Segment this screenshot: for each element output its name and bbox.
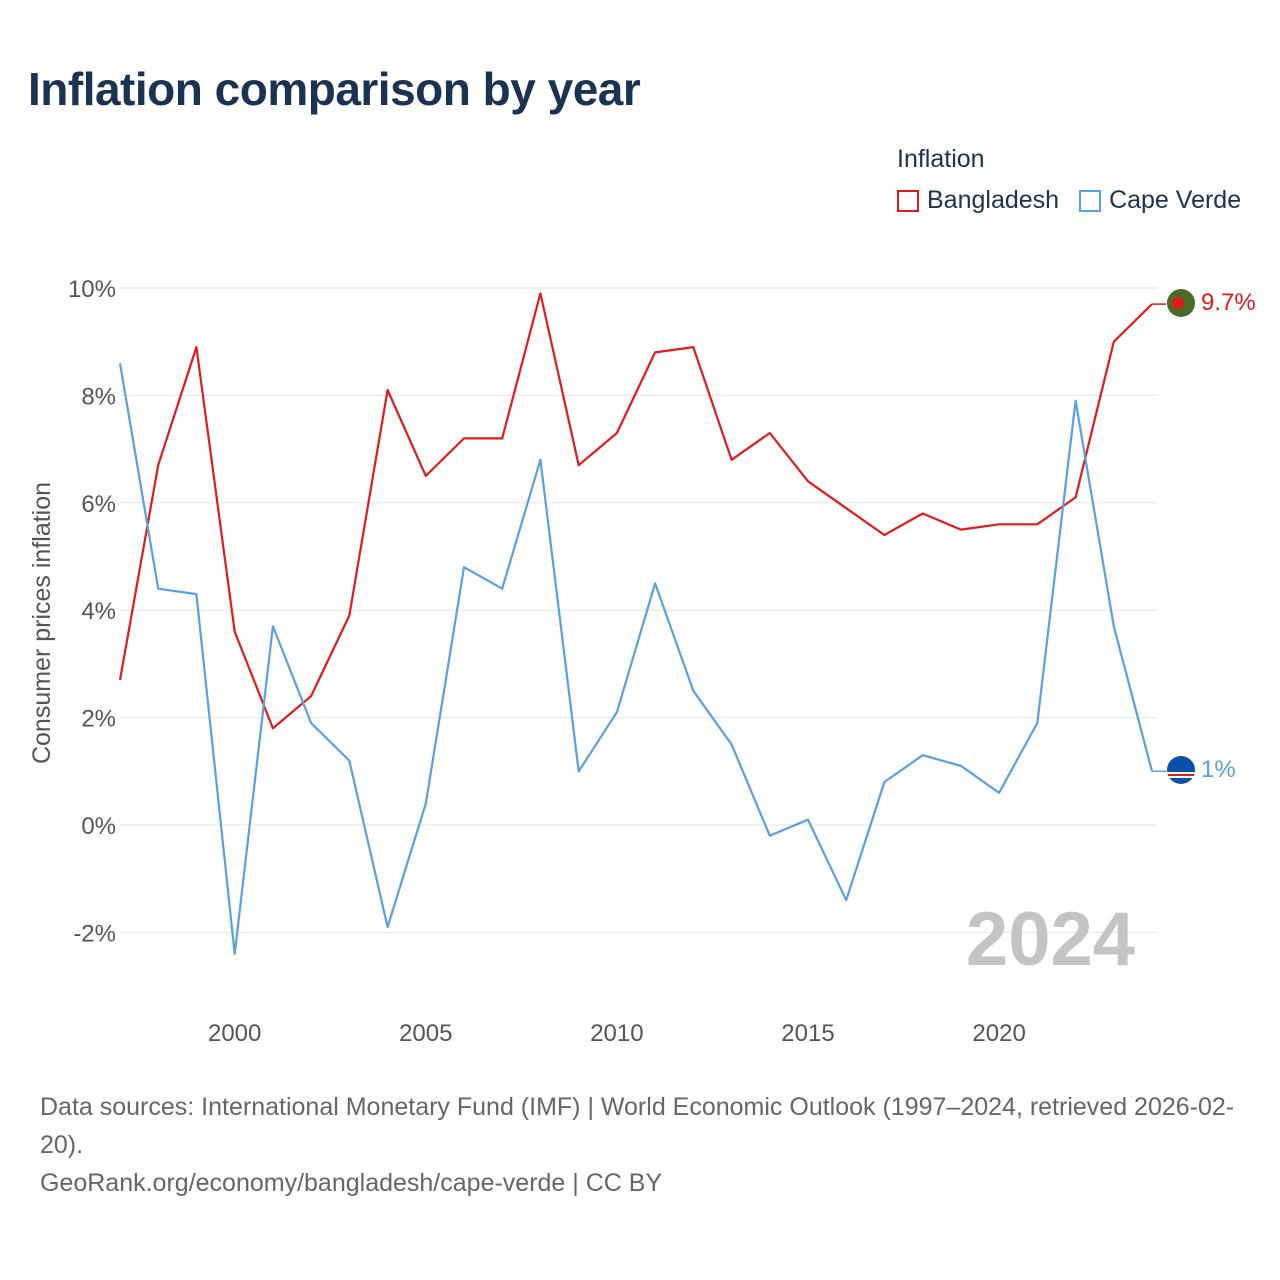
y-tick-label: 2% [81,706,116,733]
y-axis-label: Consumer prices inflation [28,482,56,764]
x-tick-label: 2015 [781,1020,834,1047]
series-line-cape-verde [118,363,1154,956]
x-tick-label: 2010 [590,1020,643,1047]
footer: Data sources: International Monetary Fun… [40,1088,1250,1202]
series-lines [118,292,1166,956]
y-tick-label: 4% [81,598,116,625]
x-tick-label: 2000 [208,1020,261,1047]
grid-lines [120,287,1157,933]
series-line-bangladesh [118,292,1153,730]
y-tick-label: 10% [68,276,116,303]
chart-title: Inflation comparison by year [28,63,641,115]
x-tick-label: 2005 [399,1020,452,1047]
cape-verde-end-label: 1% [1201,756,1236,783]
legend-item-cape-verde[interactable]: Cape Verde [1079,186,1241,215]
cape-verde-flag-icon [1167,756,1195,784]
y-tick-label: 8% [81,383,116,410]
legend-swatch-cape-verde [1079,189,1102,212]
bangladesh-end-label: 9.7% [1201,289,1256,316]
credit-link[interactable]: GeoRank.org/economy/bangladesh/cape-verd… [40,1169,663,1197]
legend-swatch-bangladesh [897,189,919,212]
x-axis-ticks: 2000 2005 2010 2015 2020 [208,1020,1026,1047]
legend-title: Inflation [897,145,985,173]
y-tick-label: 6% [81,491,116,518]
legend-item-bangladesh[interactable]: Bangladesh [897,186,1059,215]
legend-label-cape-verde: Cape Verde [1109,186,1242,214]
y-axis-ticks: 10% 8% 6% 4% 2% 0% -2% [68,276,116,947]
x-tick-label: 2020 [972,1020,1025,1047]
legend: Bangladesh Cape Verde [897,186,1241,215]
y-tick-label: -2% [73,920,116,947]
year-watermark: 2024 [966,897,1135,982]
data-sources: Data sources: International Monetary Fun… [40,1093,1235,1159]
legend-label-bangladesh: Bangladesh [927,186,1060,214]
bangladesh-flag-icon [1167,289,1195,317]
y-tick-label: 0% [81,813,116,840]
line-chart: 10% 8% 6% 4% 2% 0% -2% 2000 2005 2010 2015 2020 Co… [28,276,1256,1047]
